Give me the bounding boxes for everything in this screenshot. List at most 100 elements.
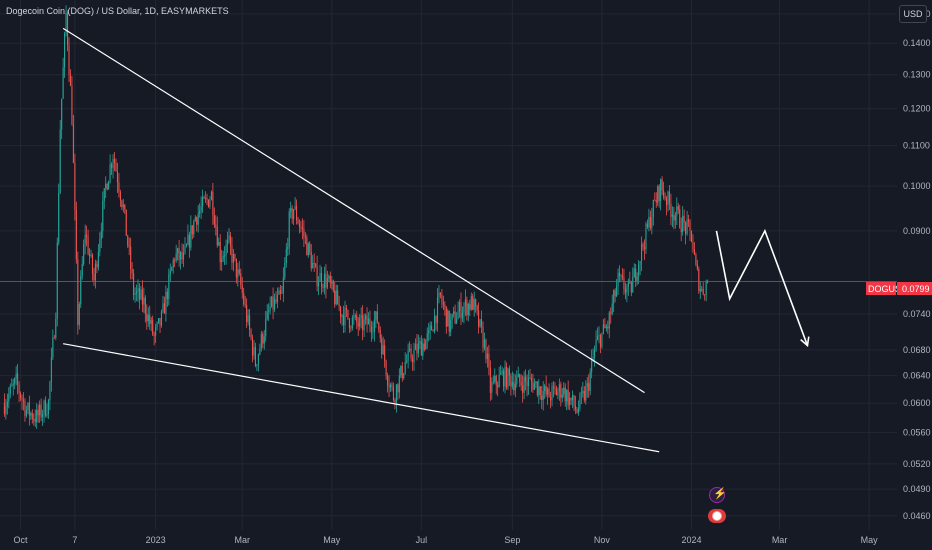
- candle-body: [43, 400, 45, 414]
- candle-body: [322, 286, 324, 288]
- candle-body: [611, 303, 613, 314]
- candle-body: [347, 309, 349, 319]
- candle-body: [215, 224, 217, 228]
- candle-body: [162, 303, 164, 312]
- candle-body: [37, 409, 39, 416]
- candle-body: [441, 294, 443, 303]
- candle-body: [398, 375, 400, 393]
- candle-body: [580, 393, 582, 395]
- candle-body: [64, 33, 66, 68]
- candle-body: [635, 268, 637, 281]
- x-tick-label: Oct: [14, 535, 29, 545]
- candle-body: [86, 234, 88, 237]
- candle-body: [582, 391, 584, 394]
- candles: [3, 5, 709, 429]
- candle-body: [116, 171, 118, 183]
- candle-body: [616, 286, 618, 297]
- y-tick-label: 0.1300: [903, 70, 931, 80]
- candle-body: [357, 322, 359, 327]
- candle-body: [232, 253, 234, 263]
- candle-body: [514, 383, 516, 391]
- candle-body: [282, 277, 284, 294]
- candle-body: [664, 196, 666, 199]
- time-axis-labels: Oct 7 2023 Mar May Jul Sep Nov 2024 Mar May: [14, 535, 879, 545]
- candle-body: [451, 313, 453, 320]
- candle-body: [507, 368, 509, 388]
- candle-body: [111, 164, 113, 168]
- candle-body: [266, 311, 268, 320]
- candle-body: [313, 262, 315, 264]
- projection-path[interactable]: [715, 228, 809, 346]
- candle-body: [66, 12, 69, 46]
- candle-body: [461, 312, 464, 319]
- candle-body: [595, 339, 597, 350]
- candle-body: [83, 243, 85, 264]
- candle-body: [96, 263, 98, 268]
- candle-body: [250, 329, 252, 339]
- currency-button[interactable]: USD: [899, 5, 927, 23]
- candle-body: [47, 400, 49, 414]
- candle-body: [263, 336, 265, 344]
- lightning-icon[interactable]: ⚡: [709, 487, 727, 503]
- candle-body: [243, 293, 245, 304]
- candle-body: [124, 204, 126, 210]
- candle-body: [454, 311, 456, 324]
- candle-body: [200, 206, 202, 211]
- price-axis[interactable]: [897, 0, 932, 530]
- candle-body: [388, 385, 390, 388]
- candle-body: [673, 214, 675, 221]
- candle-body: [407, 350, 409, 361]
- candle-body: [413, 350, 415, 363]
- candle-body: [552, 386, 555, 388]
- candle-body: [59, 129, 61, 193]
- candle-body: [171, 267, 173, 271]
- candle-body: [520, 381, 522, 386]
- time-axis[interactable]: [0, 530, 932, 550]
- candle-body: [679, 209, 681, 228]
- candle-body: [363, 319, 365, 331]
- last-price-label: 0.0799: [902, 284, 930, 294]
- candle-body: [33, 418, 35, 420]
- candle-body: [240, 273, 242, 285]
- candle-body: [397, 384, 399, 393]
- candle-body: [100, 230, 102, 240]
- candle-body: [555, 389, 557, 396]
- x-tick-label: 2024: [681, 535, 701, 545]
- candle-body: [370, 326, 372, 332]
- candle-body: [365, 315, 367, 320]
- candle-body: [538, 386, 540, 396]
- candle-body: [6, 401, 8, 407]
- candle-body: [535, 381, 537, 384]
- candle-body: [470, 296, 472, 310]
- candle-body: [702, 289, 704, 295]
- x-tick-label: Sep: [504, 535, 520, 545]
- trendline[interactable]: [63, 343, 660, 453]
- candle-body: [475, 299, 477, 307]
- candle-body: [216, 227, 218, 246]
- candle-body: [89, 253, 91, 256]
- candle-body: [141, 289, 143, 305]
- x-tick-label: 7: [72, 535, 77, 545]
- candle-body: [686, 219, 688, 234]
- candle-body: [527, 377, 530, 387]
- candle-body: [71, 85, 73, 125]
- candle-body: [331, 280, 333, 284]
- candle-body: [137, 288, 139, 292]
- candle-body: [689, 221, 691, 231]
- y-tick-label: 0.1100: [903, 141, 930, 151]
- candle-body: [87, 236, 89, 254]
- candle-body: [300, 226, 302, 228]
- candle-body: [159, 318, 161, 326]
- us-flag-icon[interactable]: [708, 509, 726, 523]
- candle-body: [564, 387, 566, 402]
- candle-body: [297, 219, 299, 224]
- candle-body: [589, 371, 591, 391]
- candle-body: [128, 245, 130, 247]
- candle-body: [49, 382, 51, 401]
- candle-body: [395, 384, 397, 403]
- y-tick-label: 0.0490: [903, 484, 931, 494]
- trendline[interactable]: [62, 27, 645, 394]
- candle-body: [307, 243, 309, 256]
- candle-body: [350, 327, 352, 329]
- candle-body: [435, 315, 437, 323]
